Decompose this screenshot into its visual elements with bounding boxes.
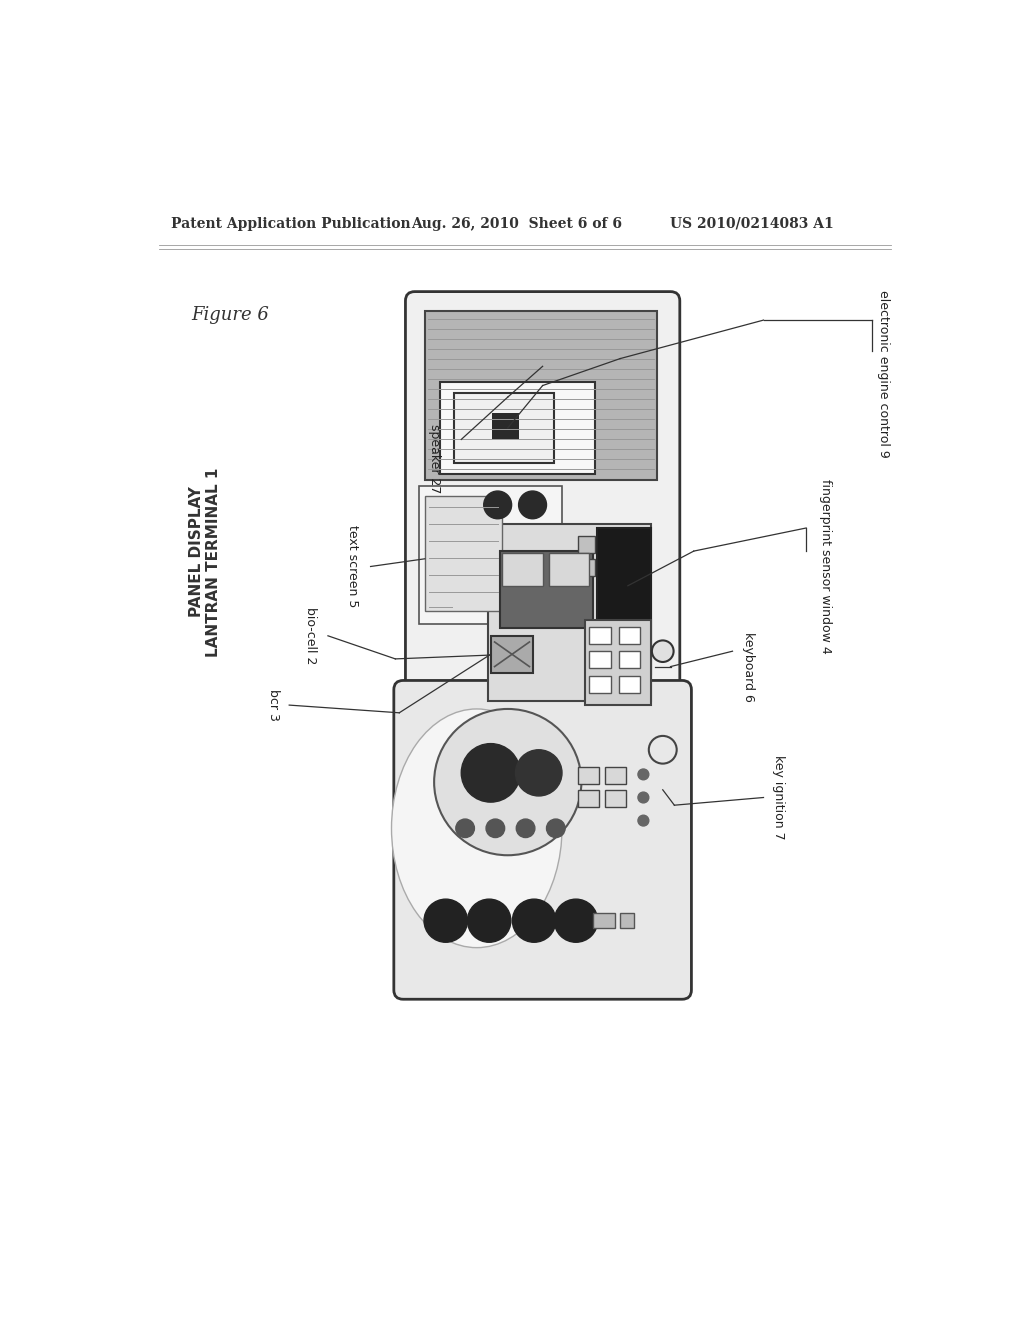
Circle shape (547, 818, 565, 837)
Bar (425, 312, 657, 480)
Bar (578, 536, 595, 553)
Bar (419, 486, 562, 624)
Circle shape (486, 818, 505, 837)
Circle shape (515, 750, 562, 796)
Text: bcr 3: bcr 3 (267, 689, 281, 721)
Bar (621, 913, 634, 928)
Text: fingerprint sensor window 4: fingerprint sensor window 4 (819, 479, 831, 653)
Text: PANEL DISPLAY: PANEL DISPLAY (188, 486, 204, 616)
Circle shape (512, 899, 556, 942)
Bar (618, 676, 640, 693)
Bar (589, 627, 611, 644)
Bar (604, 789, 627, 807)
Circle shape (554, 899, 598, 942)
Bar (586, 620, 651, 705)
Circle shape (467, 899, 511, 942)
Text: bio-cell 2: bio-cell 2 (304, 607, 316, 664)
FancyBboxPatch shape (406, 292, 680, 718)
Circle shape (434, 709, 582, 855)
Text: Aug. 26, 2010  Sheet 6 of 6: Aug. 26, 2010 Sheet 6 of 6 (411, 216, 622, 231)
Bar (618, 627, 640, 644)
Text: speaker 27: speaker 27 (428, 424, 440, 494)
Circle shape (456, 818, 474, 837)
FancyBboxPatch shape (394, 681, 691, 999)
Circle shape (638, 816, 649, 826)
Circle shape (638, 770, 649, 780)
Circle shape (518, 491, 547, 519)
Circle shape (424, 899, 467, 942)
Bar (589, 676, 611, 693)
Text: keyboard 6: keyboard 6 (741, 632, 755, 701)
Bar (578, 767, 599, 784)
Ellipse shape (391, 709, 562, 948)
Bar (578, 558, 595, 576)
Text: Figure 6: Figure 6 (191, 306, 269, 325)
Text: key ignition 7: key ignition 7 (772, 755, 785, 840)
Bar (618, 651, 640, 668)
Bar (425, 496, 503, 611)
Circle shape (516, 818, 535, 837)
Circle shape (649, 737, 677, 763)
Bar (500, 552, 593, 628)
Text: US 2010/0214083 A1: US 2010/0214083 A1 (671, 216, 835, 231)
Bar (593, 913, 614, 928)
Bar (578, 789, 599, 807)
Bar (589, 651, 611, 668)
Bar (493, 412, 519, 440)
Bar (439, 381, 595, 474)
Text: Patent Application Publication: Patent Application Publication (171, 216, 411, 231)
Text: text screen 5: text screen 5 (346, 525, 359, 607)
Circle shape (461, 743, 520, 803)
Bar (549, 553, 589, 586)
Bar (597, 528, 651, 675)
Text: electronic engine control 9: electronic engine control 9 (878, 290, 890, 458)
Bar (488, 524, 651, 701)
Circle shape (652, 640, 674, 663)
Text: LANTRAN TERMINAL 1: LANTRAN TERMINAL 1 (206, 469, 221, 657)
Bar (503, 553, 543, 586)
Circle shape (638, 792, 649, 803)
Bar (454, 393, 554, 462)
Bar (490, 636, 534, 673)
Circle shape (483, 491, 512, 519)
Bar (604, 767, 627, 784)
